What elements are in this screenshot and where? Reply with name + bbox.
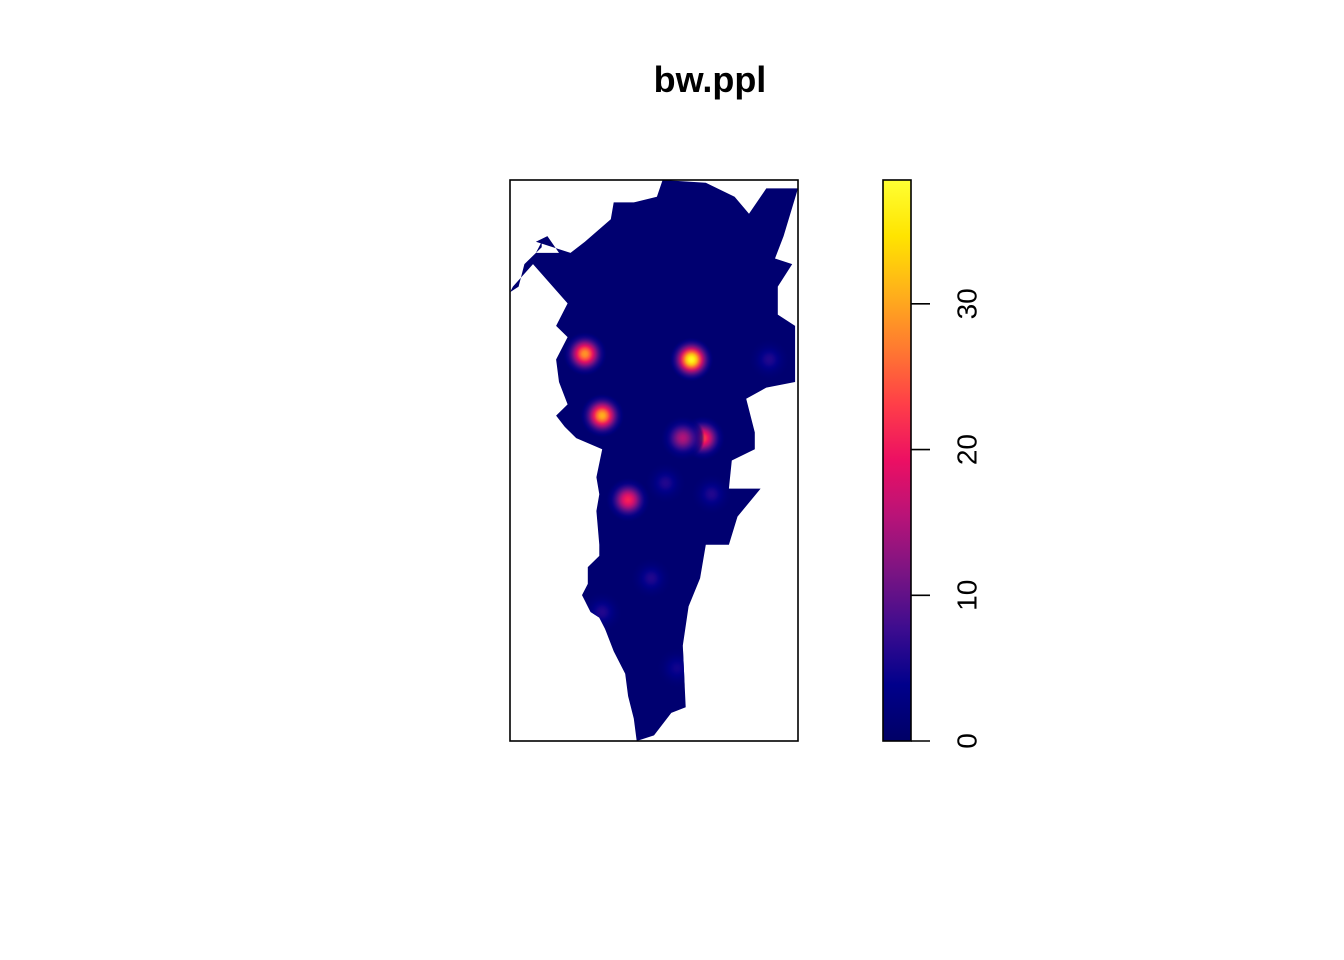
hotspot bbox=[669, 337, 714, 382]
hotspot bbox=[606, 477, 651, 522]
intensity-map bbox=[510, 180, 798, 741]
region-surface bbox=[510, 180, 798, 741]
chart-title: bw.ppl bbox=[654, 59, 767, 100]
colorbar-axis: 0 10 20 30 bbox=[911, 288, 983, 749]
colorbar-tick-label: 10 bbox=[952, 580, 983, 611]
hotspot bbox=[631, 558, 672, 599]
colorbar: 0 10 20 30 bbox=[882, 179, 983, 749]
colorbar-tick-label: 0 bbox=[952, 733, 983, 749]
hotspot bbox=[562, 331, 607, 376]
hotspot bbox=[660, 416, 705, 461]
colorbar-frame bbox=[882, 179, 912, 742]
hotspot-layer bbox=[562, 331, 790, 689]
hotspot bbox=[582, 591, 623, 632]
colorbar-tick-label: 30 bbox=[952, 288, 983, 319]
hotspot bbox=[691, 474, 732, 515]
colorbar-tick-label: 20 bbox=[952, 434, 983, 465]
hotspot bbox=[749, 339, 790, 380]
colorbar-gradient bbox=[883, 180, 911, 741]
hotspot bbox=[657, 648, 698, 689]
hotspot bbox=[580, 393, 625, 438]
hotspot bbox=[645, 462, 686, 503]
plot-frame bbox=[509, 179, 799, 742]
